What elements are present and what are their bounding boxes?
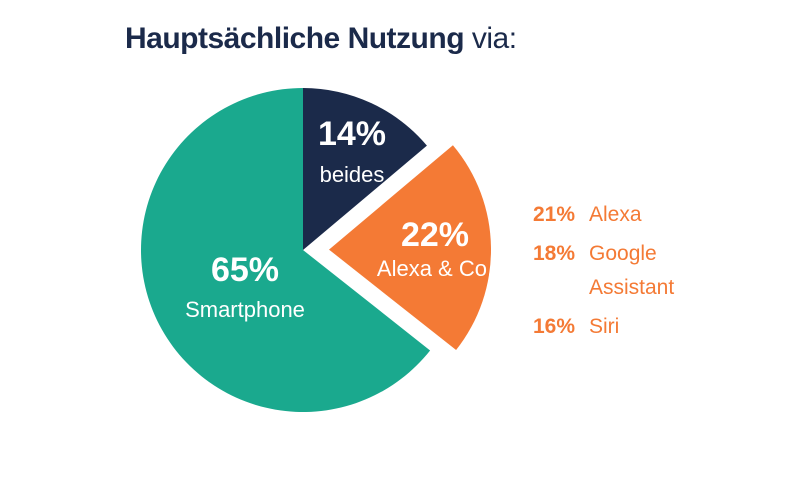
slice-category-label: beides [320,162,385,187]
breakdown-value: 21% [533,203,576,226]
slice-value-label: 65% [211,251,279,289]
breakdown-name: Google Assistant [589,242,675,299]
breakdown-value: 16% [533,315,576,338]
slice-value-label: 14% [318,115,386,153]
breakdown-list: 21% Alexa 18% Google Assistant 16% Siri [533,198,699,349]
chart-title-suffix: via: [471,22,517,55]
breakdown-name: Alexa [589,203,642,226]
pie-slice [303,88,427,250]
breakdown-row: 18% Google Assistant [533,237,699,305]
pie-slice [328,145,491,351]
breakdown-row: 21% Alexa [533,198,699,232]
pie-slice [141,88,431,412]
chart-title-block: Hauptsächliche Nutzung via: [125,22,517,56]
breakdown-row: 16% Siri [533,310,699,344]
breakdown-name: Siri [589,315,620,338]
chart-title: Hauptsächliche Nutzung [125,22,465,55]
slice-value-label: 22% [401,216,469,254]
slice-category-label: Alexa & Co. [377,256,493,281]
breakdown-value: 18% [533,242,576,265]
slice-category-label: Smartphone [185,297,305,322]
